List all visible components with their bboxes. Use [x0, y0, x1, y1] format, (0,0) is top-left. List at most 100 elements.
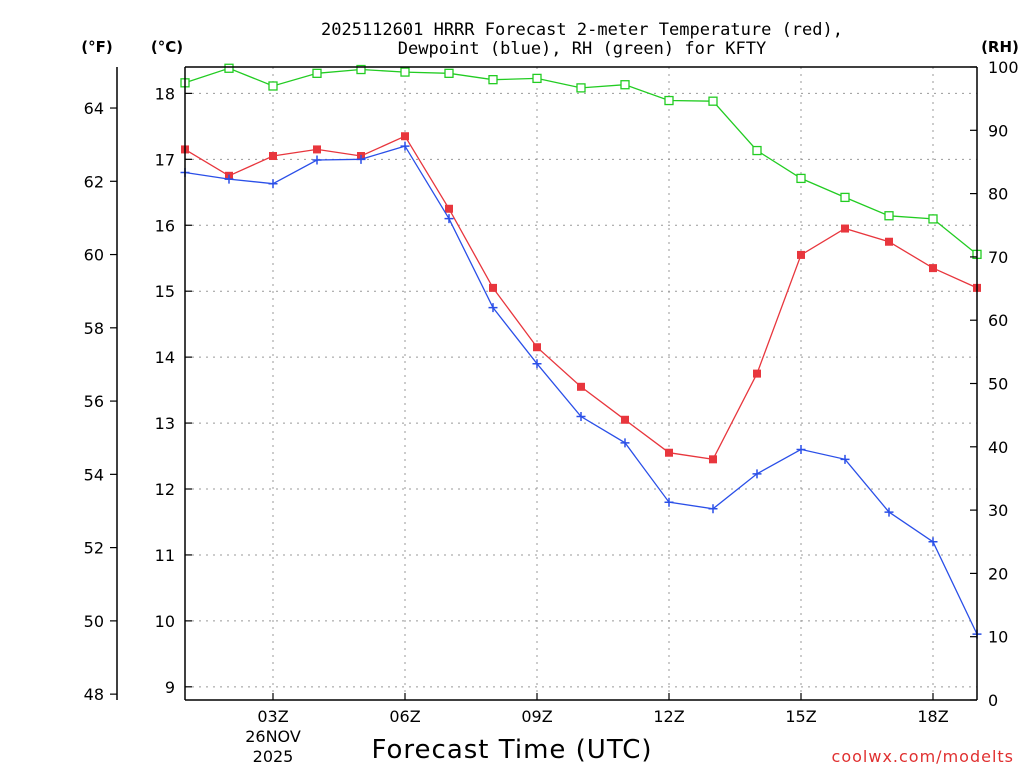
fahrenheit-tick-label: 48	[84, 685, 104, 704]
celsius-tick-label: 16	[155, 216, 175, 235]
rh-line	[184, 67, 978, 255]
temperature-point	[885, 237, 893, 246]
fahrenheit-tick-label: 50	[84, 612, 104, 631]
rh-tick-label: 70	[988, 248, 1008, 267]
rh-point	[796, 173, 806, 184]
dewpoint-point	[576, 411, 586, 421]
temperature-point	[709, 455, 717, 464]
temperature-point	[269, 152, 277, 161]
rh-tick-label: 10	[988, 628, 1008, 647]
rh-tick-label: 60	[988, 311, 1008, 330]
time-tick-label: 12Z	[653, 707, 684, 726]
temperature-point	[489, 283, 497, 292]
credit-text: coolwx.com/modelts	[832, 747, 1014, 766]
rh-point	[928, 214, 938, 224]
rh-point	[532, 73, 542, 84]
temperature-point	[841, 224, 849, 233]
dewpoint-point	[400, 141, 410, 151]
dewpoint-point	[708, 504, 718, 514]
fahrenheit-tick-label: 62	[84, 172, 104, 191]
dewpoint-point	[312, 155, 322, 165]
dewpoint-point	[664, 497, 674, 507]
time-tick-label: 18Z	[917, 707, 948, 726]
fahrenheit-tick-label: 64	[84, 99, 104, 118]
dewpoint-point	[752, 469, 762, 479]
fahrenheit-tick-label: 52	[84, 539, 104, 558]
chart-title-line1: 2025112601 HRRR Forecast 2-meter Tempera…	[321, 20, 843, 40]
rh-point	[224, 63, 234, 73]
fahrenheit-tick-label: 58	[84, 319, 104, 338]
dewpoint-point	[488, 303, 498, 313]
celsius-tick-label: 12	[155, 480, 175, 499]
dewpoint-point	[224, 174, 234, 184]
time-tick-label: 09Z	[521, 707, 552, 726]
rh-point	[840, 192, 850, 203]
rh-point	[356, 64, 366, 75]
rh-point	[400, 67, 410, 77]
celsius-tick-label: 18	[155, 84, 175, 103]
x-axis-label: Forecast Time (UTC)	[371, 735, 652, 765]
time-tick-label: 03Z	[257, 707, 288, 726]
fahrenheit-unit-label: (°F)	[81, 38, 112, 56]
celsius-tick-label: 11	[155, 546, 175, 565]
fahrenheit-tick-label: 56	[84, 392, 104, 411]
dewpoint-point	[268, 179, 278, 189]
rh-tick-label: 50	[988, 375, 1008, 394]
rh-point	[576, 83, 586, 93]
temperature-point	[621, 415, 629, 424]
dewpoint-point	[620, 438, 630, 448]
rh-point	[884, 211, 894, 221]
temperature-point	[401, 132, 409, 141]
dewpoint-point	[840, 454, 850, 464]
rh-tick-label: 20	[988, 564, 1008, 583]
rh-tick-label: 80	[988, 185, 1008, 204]
dewpoint-point	[796, 444, 806, 454]
series-layer	[180, 63, 982, 639]
time-tick-label: 06Z	[389, 707, 420, 726]
temperature-point	[445, 204, 453, 213]
rh-point	[444, 68, 454, 78]
celsius-tick-label: 13	[155, 414, 175, 433]
rh-point	[664, 95, 674, 106]
frame-layer	[116, 66, 978, 701]
rh-point	[488, 75, 498, 85]
rh-point	[752, 145, 762, 156]
rh-unit-label: (RH)	[981, 38, 1019, 56]
rh-tick-label: 90	[988, 121, 1008, 140]
rh-tick-label: 0	[988, 691, 998, 710]
temperature-line	[184, 135, 978, 461]
celsius-tick-label: 15	[155, 282, 175, 301]
celsius-unit-label: (°C)	[151, 38, 183, 56]
celsius-tick-label: 10	[155, 612, 175, 631]
rh-point	[708, 96, 718, 106]
chart-title-line2: Dewpoint (blue), RH (green) for KFTY	[398, 39, 766, 59]
dewpoint-point	[532, 359, 542, 369]
temperature-point	[577, 382, 585, 391]
celsius-tick-label: 14	[155, 348, 175, 367]
temperature-point	[665, 448, 673, 457]
celsius-tick-label: 9	[165, 678, 175, 697]
rh-point	[268, 81, 278, 91]
temperature-point	[753, 369, 761, 378]
date-label-day: 26NOV	[245, 727, 301, 746]
temperature-point	[313, 145, 321, 154]
rh-tick-label: 30	[988, 501, 1008, 520]
date-label-year: 2025	[253, 747, 294, 766]
fahrenheit-tick-label: 54	[84, 465, 104, 484]
rh-point	[620, 80, 630, 90]
temperature-point	[533, 343, 541, 352]
dewpoint-point	[356, 154, 366, 164]
dewpoint-point	[884, 507, 894, 517]
rh-tick-label: 40	[988, 438, 1008, 457]
dewpoint-point	[444, 214, 454, 224]
temperature-point	[797, 250, 805, 259]
celsius-tick-label: 17	[155, 150, 175, 169]
temperature-point	[929, 264, 937, 273]
rh-tick-label: 100	[988, 58, 1019, 77]
fahrenheit-tick-label: 60	[84, 246, 104, 265]
dewpoint-point	[928, 537, 938, 547]
rh-point	[312, 68, 322, 78]
time-tick-label: 15Z	[785, 707, 816, 726]
